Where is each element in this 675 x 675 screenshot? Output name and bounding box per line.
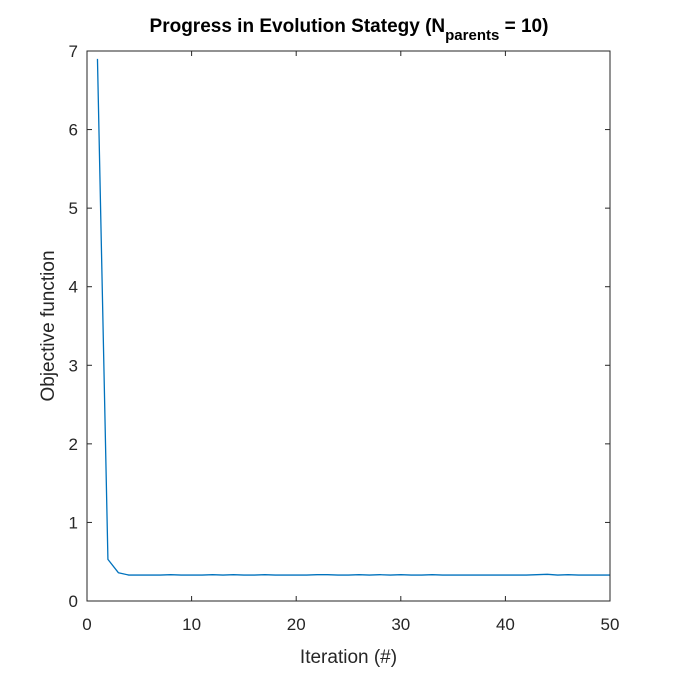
series-layer <box>96 58 610 576</box>
chart-title-suffix: = 10) <box>499 16 548 37</box>
x-tick-label: 0 <box>82 615 91 634</box>
x-tick-label: 40 <box>496 615 515 634</box>
chart-title-prefix: Progress in Evolution Stategy (N <box>150 16 446 37</box>
y-tick-label: 3 <box>69 356 78 375</box>
x-axis-label: Iteration (#) <box>300 647 397 668</box>
x-tick-label: 30 <box>391 615 410 634</box>
y-tick-label: 0 <box>69 592 78 611</box>
chart-title: Progress in Evolution Stategy (Nparents … <box>150 16 549 44</box>
x-tick-label: 10 <box>182 615 201 634</box>
series-line <box>96 58 610 576</box>
y-tick-label: 2 <box>69 435 78 454</box>
y-tick-label: 6 <box>69 121 78 140</box>
tick-labels: 0 10 20 30 40 50 0 1 2 3 4 5 6 7 <box>69 42 620 634</box>
x-tick-label: 20 <box>287 615 306 634</box>
x-tick-label: 50 <box>601 615 620 634</box>
y-tick-label: 5 <box>69 199 78 218</box>
y-tick-label: 7 <box>69 42 78 61</box>
y-tick-label: 1 <box>69 513 78 532</box>
axis-ticks <box>86 50 611 602</box>
chart-title-subscript: parents <box>445 27 499 44</box>
plot-area-frame <box>86 50 611 602</box>
y-tick-label: 4 <box>69 278 78 297</box>
y-axis-label: Objective function <box>38 250 59 401</box>
